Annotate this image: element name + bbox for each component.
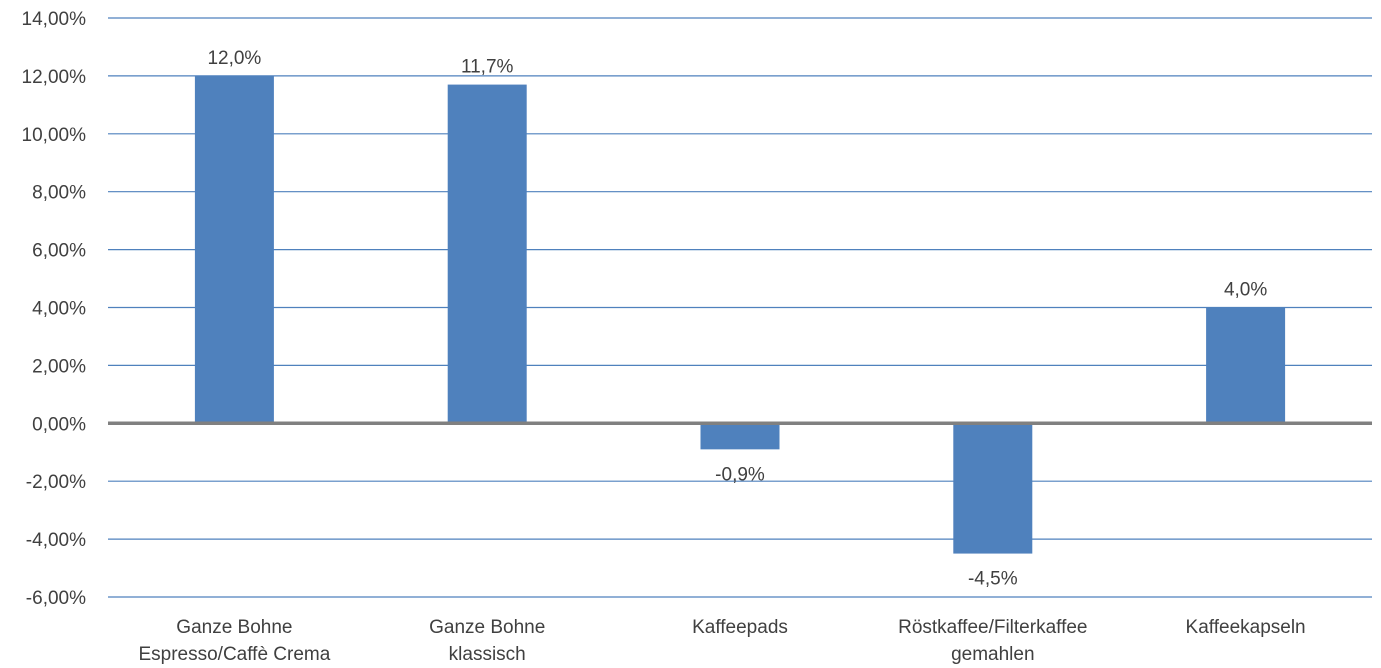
category-label-line: Espresso/Caffè Crema	[138, 644, 330, 665]
category-label-line: Kaffeepads	[692, 617, 788, 638]
category-label: Kaffeepads	[692, 617, 788, 638]
data-label: 4,0%	[1224, 280, 1267, 301]
category-label-line: Ganze Bohne	[176, 617, 292, 638]
y-tick-label: 0,00%	[32, 414, 86, 435]
category-label: Kaffeekapseln	[1186, 617, 1306, 638]
category-label: Ganze Bohne klassisch	[429, 617, 545, 665]
y-tick-label: 2,00%	[32, 356, 86, 377]
y-tick-label: -4,00%	[26, 530, 86, 551]
y-tick-label: 10,00%	[22, 125, 87, 146]
data-label: 12,0%	[207, 48, 261, 69]
y-tick-label: 8,00%	[32, 183, 86, 204]
y-tick-label: 12,00%	[22, 67, 87, 88]
y-tick-label: 14,00%	[22, 9, 87, 30]
data-label: 11,7%	[461, 57, 514, 78]
bar	[701, 423, 780, 449]
bar	[448, 85, 527, 424]
y-tick-label: -2,00%	[26, 472, 86, 493]
bar	[953, 423, 1032, 553]
data-labels: 12,0% 11,7% -0,9% -4,5% 4,0%	[207, 48, 1267, 590]
category-label-line: Röstkaffee/Filterkaffee	[898, 617, 1087, 638]
gridlines	[108, 18, 1372, 597]
y-tick-label: 4,00%	[32, 299, 86, 320]
y-axis-tick-labels: 14,00% 12,00% 10,00% 8,00% 6,00% 4,00% 2,00% 0,…	[22, 9, 87, 609]
category-label: Ganze Bohne Espresso/Caffè Crema	[138, 617, 330, 665]
category-label-line: gemahlen	[951, 644, 1034, 665]
bar	[195, 76, 274, 423]
y-tick-label: 6,00%	[32, 241, 86, 262]
category-label-line: klassisch	[449, 644, 526, 665]
data-label: -0,9%	[715, 464, 765, 485]
y-tick-label: -6,00%	[26, 588, 86, 609]
bar	[1206, 308, 1285, 424]
category-label: Röstkaffee/Filterkaffee gemahlen	[898, 617, 1087, 665]
data-label: -4,5%	[968, 569, 1018, 590]
category-label-line: Kaffeekapseln	[1186, 617, 1306, 638]
category-label-line: Ganze Bohne	[429, 617, 545, 638]
